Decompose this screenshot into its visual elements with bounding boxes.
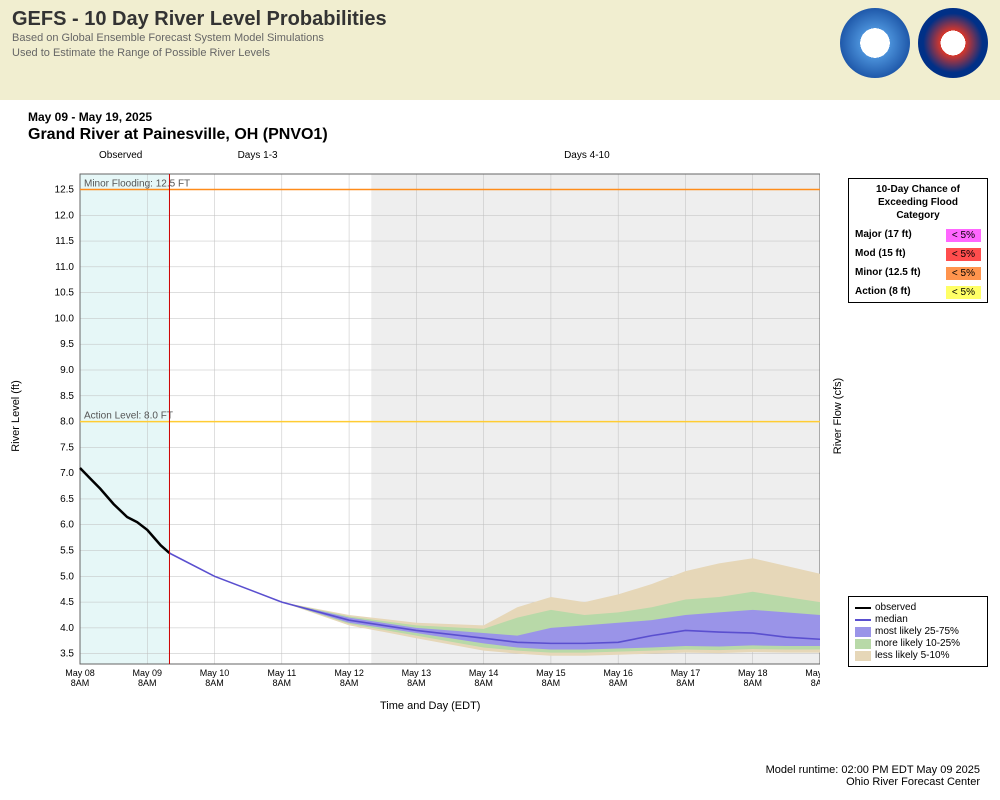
model-runtime: Model runtime: 02:00 PM EDT May 09 2025: [766, 764, 980, 776]
svg-text:3.5: 3.5: [60, 649, 74, 660]
legend-item: observed: [855, 602, 981, 613]
nws-logo-icon: NWS: [918, 8, 988, 78]
svg-text:8AM: 8AM: [474, 678, 493, 688]
svg-text:10.0: 10.0: [55, 313, 75, 324]
svg-text:6.5: 6.5: [60, 494, 74, 505]
svg-text:May 13: May 13: [402, 668, 432, 678]
svg-text:8AM: 8AM: [542, 678, 561, 688]
svg-text:Minor Flooding: 12.5 FT: Minor Flooding: 12.5 FT: [84, 178, 190, 189]
legend-item: median: [855, 614, 981, 625]
prob-label: Major (17 ft): [855, 229, 912, 242]
legend-swatch: [855, 619, 871, 621]
svg-text:May 08: May 08: [65, 668, 95, 678]
svg-text:8AM: 8AM: [205, 678, 224, 688]
svg-text:8.5: 8.5: [60, 391, 74, 402]
svg-text:8AM: 8AM: [407, 678, 426, 688]
region-labels: Observed Days 1-3 Days 4-10: [80, 150, 820, 161]
legend-label: median: [875, 614, 908, 625]
region-observed: Observed: [80, 150, 161, 161]
legend-label: most likely 25-75%: [875, 626, 959, 637]
date-range: May 09 - May 19, 2025: [28, 110, 972, 124]
svg-text:May 17: May 17: [671, 668, 701, 678]
prob-row: Major (17 ft) < 5%: [849, 226, 987, 245]
y-left-label: River Level (ft): [10, 380, 22, 452]
svg-text:9.0: 9.0: [60, 365, 74, 376]
prob-label: Action (8 ft): [855, 286, 911, 299]
svg-text:8AM: 8AM: [743, 678, 762, 688]
svg-text:May 10: May 10: [200, 668, 230, 678]
svg-text:5.0: 5.0: [60, 571, 74, 582]
svg-text:7.5: 7.5: [60, 442, 74, 453]
meta-block: May 09 - May 19, 2025 Grand River at Pai…: [0, 100, 1000, 144]
svg-text:Action Level: 8.0 FT: Action Level: 8.0 FT: [84, 411, 173, 422]
prob-value: < 5%: [946, 267, 981, 280]
svg-text:4.5: 4.5: [60, 597, 74, 608]
svg-text:12.5: 12.5: [55, 184, 75, 195]
region-days13: Days 1-3: [161, 150, 353, 161]
legend-item: most likely 25-75%: [855, 626, 981, 637]
svg-text:11.5: 11.5: [55, 236, 74, 247]
prob-label: Mod (15 ft): [855, 248, 906, 261]
prob-row: Minor (12.5 ft) < 5%: [849, 264, 987, 283]
svg-text:7.0: 7.0: [60, 468, 74, 479]
footer: Model runtime: 02:00 PM EDT May 09 2025 …: [0, 764, 1000, 788]
svg-text:9.5: 9.5: [60, 339, 74, 350]
x-label: Time and Day (EDT): [380, 700, 480, 712]
river-chart: 3.5 4.0 4.5 5.0 5.5 6.0 6.5 7.0 7.5 8.0 8.5 9.0 9.5 1…: [0, 164, 820, 714]
probability-table: 10-Day Chance of Exceeding Flood Categor…: [848, 178, 988, 303]
legend-swatch: [855, 651, 871, 661]
svg-text:8AM: 8AM: [609, 678, 628, 688]
noaa-logo-icon: NOAA: [840, 8, 910, 78]
prob-value: < 5%: [946, 286, 981, 299]
prob-value: < 5%: [946, 229, 981, 242]
svg-text:5.5: 5.5: [60, 546, 74, 557]
svg-text:May 19: May 19: [805, 668, 820, 678]
svg-text:May 12: May 12: [334, 668, 364, 678]
svg-text:4.0: 4.0: [60, 623, 74, 634]
prob-row: Action (8 ft) < 5%: [849, 283, 987, 302]
legend-label: observed: [875, 602, 916, 613]
legend-item: less likely 5-10%: [855, 650, 981, 661]
svg-text:8AM: 8AM: [138, 678, 157, 688]
svg-text:May 16: May 16: [603, 668, 633, 678]
logos: NOAA NWS: [840, 8, 988, 78]
legend-swatch: [855, 627, 871, 637]
svg-text:8AM: 8AM: [340, 678, 359, 688]
prob-table-title: 10-Day Chance of Exceeding Flood Categor…: [849, 179, 987, 226]
svg-text:8AM: 8AM: [676, 678, 695, 688]
forecast-center: Ohio River Forecast Center: [766, 776, 980, 788]
svg-text:May 09: May 09: [133, 668, 163, 678]
svg-text:May 14: May 14: [469, 668, 499, 678]
prob-row: Mod (15 ft) < 5%: [849, 245, 987, 264]
legend-item: more likely 10-25%: [855, 638, 981, 649]
svg-text:8AM: 8AM: [273, 678, 292, 688]
svg-text:8AM: 8AM: [811, 678, 820, 688]
legend-swatch: [855, 639, 871, 649]
svg-text:May 11: May 11: [267, 668, 296, 678]
region-days410: Days 4-10: [354, 150, 820, 161]
svg-text:10.5: 10.5: [55, 288, 75, 299]
legend-label: less likely 5-10%: [875, 650, 949, 661]
y-right-label: River Flow (cfs): [832, 378, 844, 454]
legend-swatch: [855, 607, 871, 609]
location-title: Grand River at Painesville, OH (PNVO1): [28, 126, 972, 144]
chart-legend: observedmedianmost likely 25-75%more lik…: [848, 596, 988, 667]
svg-text:May 18: May 18: [738, 668, 768, 678]
prob-value: < 5%: [946, 248, 981, 261]
svg-text:8.0: 8.0: [60, 417, 74, 428]
header: GEFS - 10 Day River Level Probabilities …: [0, 0, 1000, 100]
prob-label: Minor (12.5 ft): [855, 267, 921, 280]
legend-label: more likely 10-25%: [875, 638, 960, 649]
svg-text:12.0: 12.0: [55, 210, 75, 221]
svg-text:11.0: 11.0: [55, 262, 74, 273]
svg-text:May 15: May 15: [536, 668, 566, 678]
svg-text:8AM: 8AM: [71, 678, 90, 688]
svg-text:6.0: 6.0: [60, 520, 74, 531]
